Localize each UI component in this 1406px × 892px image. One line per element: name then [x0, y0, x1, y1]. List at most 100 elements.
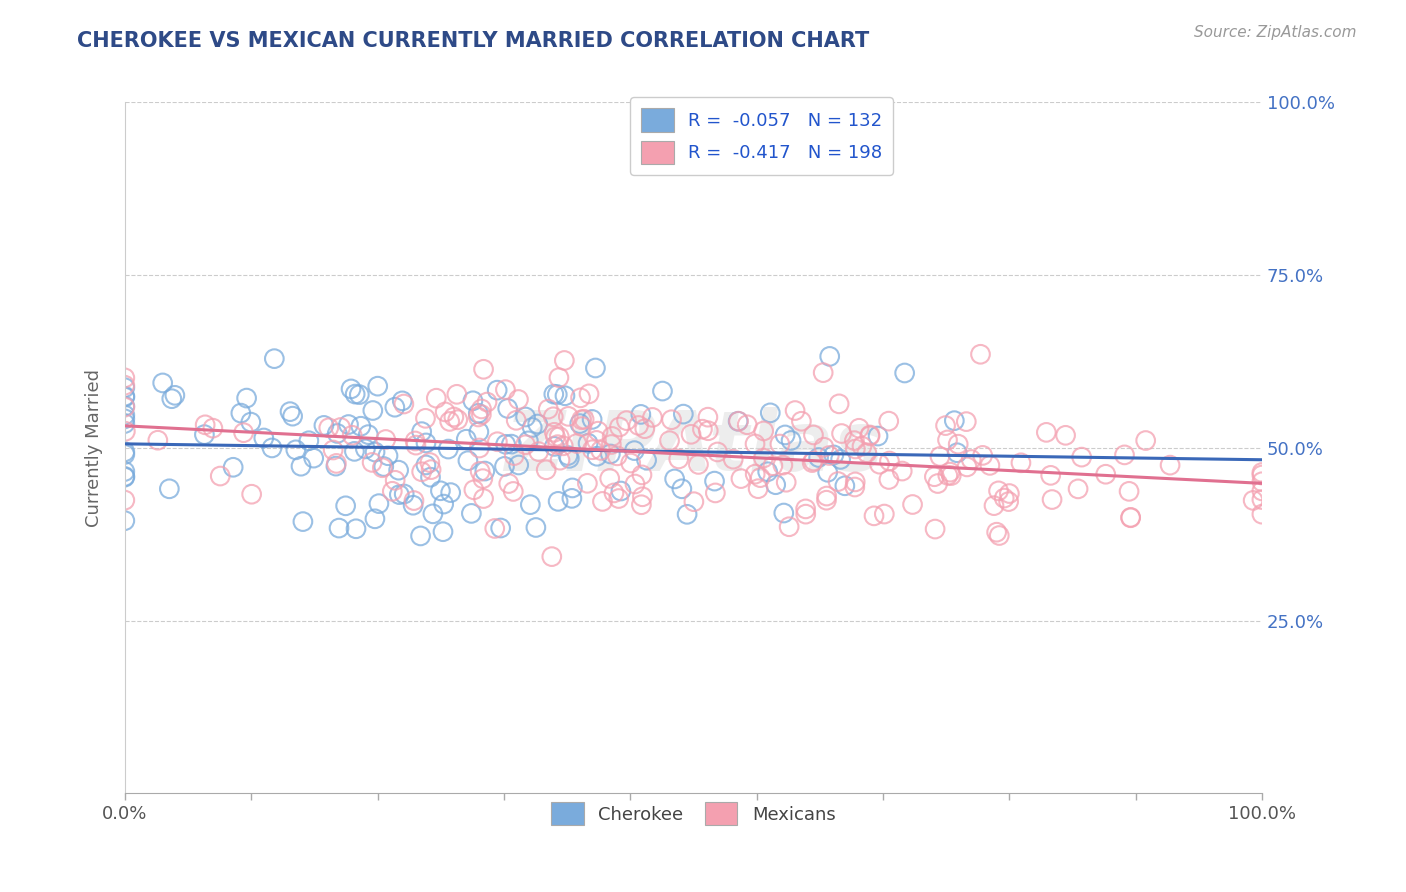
Point	[1118, 484, 1140, 499]
Point	[1114, 448, 1136, 462]
Point	[877, 473, 900, 487]
Legend: Cherokee, Mexicans: Cherokee, Mexicans	[544, 795, 842, 833]
Point	[384, 473, 406, 487]
Point	[373, 459, 395, 474]
Point	[780, 434, 803, 448]
Point	[253, 431, 276, 445]
Point	[446, 387, 468, 401]
Point	[322, 442, 344, 457]
Point	[866, 429, 889, 443]
Point	[592, 494, 614, 508]
Point	[873, 507, 896, 521]
Point	[863, 508, 886, 523]
Point	[769, 437, 792, 451]
Point	[157, 482, 180, 496]
Point	[263, 351, 285, 366]
Point	[576, 476, 599, 491]
Point	[468, 441, 491, 455]
Point	[943, 414, 966, 428]
Point	[589, 443, 612, 458]
Point	[676, 508, 699, 522]
Point	[443, 409, 465, 424]
Point	[519, 498, 541, 512]
Point	[447, 412, 470, 426]
Point	[548, 453, 571, 467]
Point	[422, 507, 444, 521]
Point	[936, 433, 959, 447]
Point	[759, 406, 782, 420]
Point	[772, 458, 794, 472]
Point	[877, 414, 900, 428]
Point	[658, 434, 681, 448]
Point	[735, 417, 758, 432]
Point	[371, 460, 394, 475]
Point	[703, 474, 725, 488]
Point	[470, 408, 492, 422]
Point	[194, 417, 217, 432]
Point	[494, 383, 516, 397]
Point	[790, 414, 813, 428]
Point	[811, 366, 834, 380]
Point	[534, 463, 557, 477]
Point	[337, 417, 360, 432]
Point	[114, 412, 136, 426]
Point	[848, 421, 870, 435]
Point	[1135, 434, 1157, 448]
Point	[927, 476, 949, 491]
Point	[474, 464, 496, 478]
Point	[152, 376, 174, 390]
Point	[326, 426, 349, 441]
Point	[239, 415, 262, 429]
Point	[554, 389, 576, 403]
Point	[929, 450, 952, 464]
Point	[775, 475, 797, 490]
Point	[547, 437, 569, 451]
Point	[557, 449, 579, 463]
Point	[969, 347, 991, 361]
Point	[114, 378, 136, 392]
Point	[470, 401, 492, 416]
Point	[260, 441, 283, 455]
Point	[415, 458, 437, 472]
Point	[844, 434, 866, 448]
Point	[762, 458, 785, 473]
Point	[627, 418, 650, 433]
Point	[744, 467, 766, 482]
Point	[434, 405, 457, 419]
Point	[361, 403, 384, 417]
Point	[388, 463, 411, 477]
Point	[1251, 483, 1274, 498]
Point	[209, 469, 232, 483]
Point	[402, 493, 425, 508]
Point	[935, 418, 957, 433]
Point	[193, 427, 215, 442]
Point	[756, 465, 779, 479]
Point	[998, 486, 1021, 500]
Point	[664, 472, 686, 486]
Point	[830, 452, 852, 467]
Point	[1159, 458, 1181, 472]
Point	[318, 421, 340, 435]
Point	[692, 422, 714, 436]
Point	[460, 507, 482, 521]
Point	[1251, 475, 1274, 489]
Point	[463, 483, 485, 497]
Point	[290, 459, 312, 474]
Point	[828, 397, 851, 411]
Point	[384, 401, 406, 415]
Point	[747, 482, 769, 496]
Point	[901, 498, 924, 512]
Point	[114, 469, 136, 483]
Point	[543, 425, 565, 440]
Point	[461, 393, 484, 408]
Point	[803, 428, 825, 442]
Point	[869, 457, 891, 471]
Point	[1067, 482, 1090, 496]
Point	[668, 452, 690, 467]
Point	[599, 471, 621, 485]
Point	[368, 497, 391, 511]
Point	[547, 494, 569, 508]
Point	[439, 414, 461, 428]
Point	[420, 462, 443, 476]
Point	[561, 491, 583, 506]
